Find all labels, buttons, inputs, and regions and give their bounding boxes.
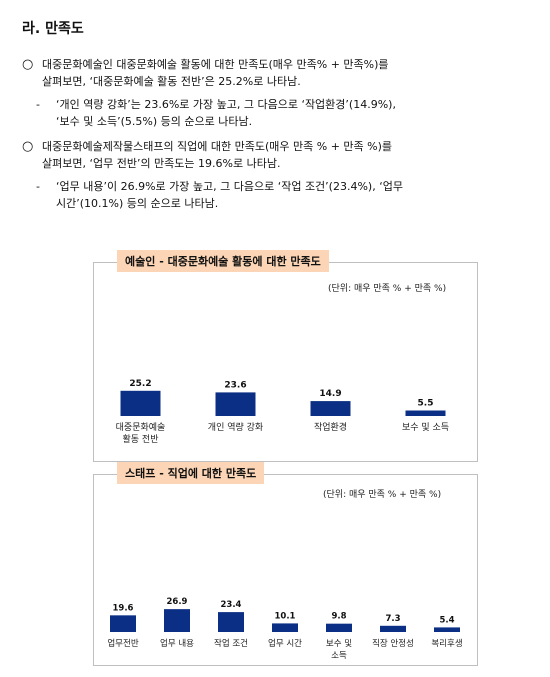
- chart-bar: [326, 623, 352, 632]
- paragraph-line: 대중문화예술인 대중문화예술 활동에 대한 만족도(매우 만족% + 만족%)를: [42, 58, 389, 71]
- chart-bar: [120, 390, 161, 416]
- dash-bullet: -: [36, 180, 40, 193]
- chart-bar: [218, 612, 244, 632]
- paragraph-line: 살펴보면, ‘대중문화예술 활동 전반’은 25.2%로 나타남.: [42, 75, 301, 88]
- section-title: 라. 만족도: [22, 21, 84, 37]
- category-label: 보수 및: [326, 638, 352, 649]
- data-label: 14.9: [319, 389, 341, 399]
- chart-artist-title: 예술인 - 대중문화예술 활동에 대한 만족도: [117, 250, 329, 272]
- category-label: 업무전반: [107, 638, 138, 649]
- data-label: 23.6: [224, 380, 246, 390]
- chart-bar: [272, 623, 298, 632]
- dash-bullet: -: [36, 98, 40, 111]
- chart-staff-frame: [93, 474, 478, 666]
- paragraph-line: ‘개인 역량 강화’는 23.6%로 가장 높고, 그 다음으로 ‘작업환경’(…: [56, 98, 396, 111]
- paragraph-line: 살펴보면, ‘업무 전반’의 만족도는 19.6%로 나타남.: [42, 157, 281, 170]
- chart-bar: [310, 401, 351, 416]
- data-label: 19.6: [113, 603, 134, 613]
- category-label: 작업 조건: [214, 638, 248, 649]
- data-label: 10.1: [275, 611, 296, 621]
- paragraph-line: 시간’(10.1%) 등의 순으로 나타남.: [56, 197, 219, 210]
- category-label: 개인 역량 강화: [208, 421, 263, 433]
- category-label: 복리후생: [431, 638, 462, 649]
- data-label: 7.3: [385, 614, 400, 624]
- chart-bar: [380, 625, 406, 632]
- paragraph-artist-detail: - ‘개인 역량 강화’는 23.6%로 가장 높고, 그 다음으로 ‘작업환경…: [22, 96, 532, 130]
- data-label: 23.4: [221, 600, 242, 610]
- paragraph-staff-detail: - ‘업무 내용’이 26.9%로 가장 높고, 그 다음으로 ‘작업 조건’(…: [22, 178, 532, 212]
- chart-bar: [405, 410, 446, 416]
- category-label: 대중문화예술: [116, 422, 166, 433]
- chart-artist-unit: (단위: 매우 만족 % + 만족 %): [328, 284, 447, 294]
- data-label: 5.5: [418, 399, 434, 409]
- category-label: 활동 전반: [123, 433, 159, 445]
- chart-staff-plot: 19.6 업무전반 26.9 업무 내용 23.4 작업 조건 10.1 업무 시간 9.8 보수…: [107, 597, 462, 661]
- data-label: 9.8: [331, 612, 346, 622]
- chart-staff-title: 스태프 - 직업에 대한 만족도: [117, 462, 265, 484]
- data-label: 25.2: [129, 379, 151, 389]
- chart-bar: [215, 392, 256, 416]
- chart-bar: [434, 627, 460, 632]
- category-label: 보수 및 소득: [402, 421, 449, 433]
- circle-bullet-icon: ○: [22, 57, 34, 72]
- circle-bullet-icon: ○: [22, 139, 34, 154]
- chart-bar: [110, 615, 136, 632]
- paragraph-line: ‘보수 및 소득’(5.5%) 등의 순으로 나타남.: [56, 115, 253, 128]
- category-label: 작업환경: [314, 421, 347, 433]
- data-label: 5.4: [439, 615, 454, 625]
- data-label: 26.9: [167, 597, 188, 607]
- paragraph-line: 대중문화예술제작물스태프의 직업에 대한 만족도(매우 만족 % + 만족 %)…: [42, 140, 393, 153]
- category-label: 소득: [331, 651, 347, 661]
- category-label: 직장 안정성: [372, 638, 414, 649]
- chart-bar: [164, 609, 190, 632]
- category-label: 업무 내용: [160, 639, 194, 649]
- paragraph-line: ‘업무 내용’이 26.9%로 가장 높고, 그 다음으로 ‘작업 조건’(23…: [56, 180, 403, 193]
- chart-staff-unit: (단위: 매우 만족 % + 만족 %): [323, 490, 442, 500]
- paragraph-artist-summary: ○ 대중문화예술인 대중문화예술 활동에 대한 만족도(매우 만족% + 만족%…: [22, 56, 532, 90]
- category-label: 업무 시간: [268, 638, 302, 649]
- paragraph-staff-summary: ○ 대중문화예술제작물스태프의 직업에 대한 만족도(매우 만족 % + 만족 …: [22, 138, 532, 172]
